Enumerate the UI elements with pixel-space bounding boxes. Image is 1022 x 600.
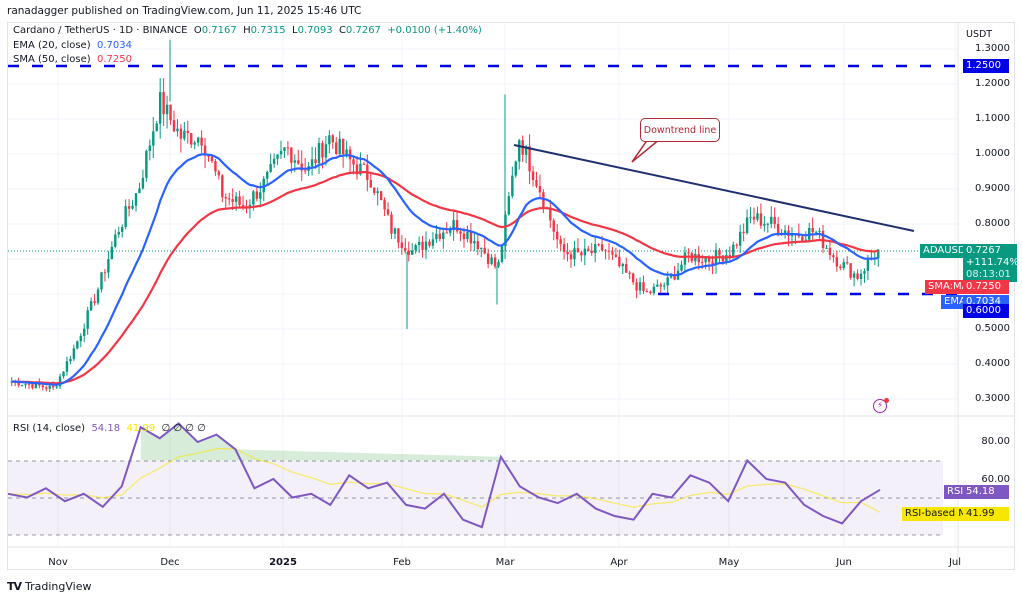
last-price-tag: 0.7267 +111.74% 08:13:01 [963, 244, 1019, 282]
chart-frame [7, 22, 1015, 570]
close-value: 0.7267 [345, 25, 381, 36]
last-change: +111.74% [966, 257, 1019, 268]
lightning-alert-icon[interactable]: ⚡ [873, 398, 889, 413]
open-value: 0.7167 [201, 25, 237, 36]
rsi-tag-value: 54.18 [963, 485, 1009, 499]
rsi-tag-name: RSI [944, 485, 967, 499]
ema-value: 0.7034 [96, 40, 132, 51]
rsi-ma-tag-name: RSI-based MA [902, 507, 977, 521]
price-tick: 1.1000 [975, 113, 1010, 124]
time-tick: Dec [160, 557, 180, 568]
rsi-legend-value: 54.18 [91, 423, 121, 434]
rsi-tick: 60.00 [981, 474, 1010, 485]
price-tick: 1.0000 [975, 148, 1010, 159]
change-value: +0.0100 (+1.40%) [387, 25, 482, 36]
currency-label[interactable]: USDT [966, 29, 993, 40]
resistance-tag: 1.2500 [963, 59, 1009, 73]
callout-pointer [631, 138, 661, 163]
price-tick: 0.8000 [975, 218, 1010, 229]
time-tick: 2025 [269, 557, 297, 568]
time-tick: Mar [495, 557, 515, 568]
symbol-legend: Cardano / TetherUS · 1D · BINANCE O0.716… [13, 25, 482, 36]
downtrend-line[interactable] [513, 144, 915, 232]
price-tick: 1.3000 [975, 43, 1010, 54]
support-tag: 0.6000 [963, 304, 1009, 318]
price-tick: 0.4000 [975, 358, 1010, 369]
tradingview-brand[interactable]: TV TradingView [7, 580, 92, 593]
publish-info: ranadagger published on TradingView.com,… [7, 5, 362, 17]
price-tick: 0.9000 [975, 183, 1010, 194]
symbol-name: Cardano / TetherUS · 1D · BINANCE [13, 25, 188, 36]
time-tick: May [718, 557, 740, 568]
sma-value: 0.7250 [97, 54, 132, 65]
sma-legend[interactable]: SMA (50, close) 0.7250 [13, 54, 132, 65]
rsi-tick: 80.00 [981, 436, 1010, 447]
rsi-legend[interactable]: RSI (14, close) 54.18 41.99 ∅ ∅ ∅ ∅ [13, 423, 206, 434]
symbol-tag: ADAUSDT [920, 244, 975, 258]
bar-countdown: 08:13:01 [966, 269, 1011, 280]
time-tick: Feb [393, 557, 411, 568]
time-tick: Jul [948, 557, 962, 568]
last-price: 0.7267 [966, 245, 1001, 256]
price-tick: 0.5000 [975, 323, 1010, 334]
ema-line [11, 153, 879, 386]
rsi-line [7, 422, 881, 529]
high-value: 0.7315 [250, 25, 286, 36]
rsi-ma-legend-value: 41.99 [126, 423, 156, 434]
ema-legend[interactable]: EMA (20, close) 0.7034 [13, 40, 132, 51]
sma-tag-value: 0.7250 [963, 280, 1009, 294]
time-tick: Apr [610, 557, 628, 568]
rsi-ma-tag-value: 41.99 [963, 507, 1009, 521]
sma-line [11, 170, 879, 385]
candlesticks [10, 39, 880, 392]
notification-dot [884, 398, 889, 403]
ema-tag-name: EMA [941, 295, 969, 309]
rsi-overbought-fill [140, 423, 501, 461]
low-value: 0.7093 [297, 25, 333, 36]
time-tick: Jun [836, 557, 852, 568]
sma-tag-name: SMA:MA [925, 280, 972, 294]
price-tick: 0.3000 [975, 393, 1010, 404]
price-tick: 1.2000 [975, 78, 1010, 89]
tradingview-logo-icon: TV [7, 580, 22, 593]
time-tick: Nov [48, 557, 68, 568]
brand-name: TradingView [25, 580, 92, 593]
downtrend-callout[interactable]: Downtrend line [640, 118, 720, 142]
